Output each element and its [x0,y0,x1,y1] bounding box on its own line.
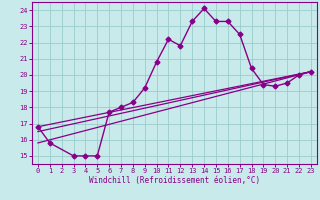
X-axis label: Windchill (Refroidissement éolien,°C): Windchill (Refroidissement éolien,°C) [89,176,260,185]
